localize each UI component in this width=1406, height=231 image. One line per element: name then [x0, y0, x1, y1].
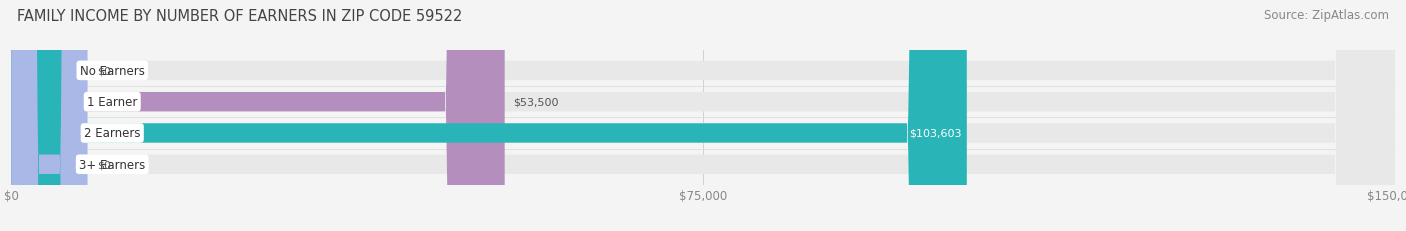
Text: $53,500: $53,500 — [513, 97, 558, 107]
Text: 1 Earner: 1 Earner — [87, 96, 138, 109]
FancyBboxPatch shape — [11, 0, 1395, 231]
FancyBboxPatch shape — [11, 0, 1395, 231]
Text: Source: ZipAtlas.com: Source: ZipAtlas.com — [1264, 9, 1389, 22]
Text: $103,603: $103,603 — [908, 128, 962, 138]
Text: $0: $0 — [97, 66, 111, 76]
Text: No Earners: No Earners — [80, 65, 145, 78]
FancyBboxPatch shape — [11, 0, 505, 231]
Text: 2 Earners: 2 Earners — [84, 127, 141, 140]
Text: $0: $0 — [97, 160, 111, 170]
Text: 3+ Earners: 3+ Earners — [79, 158, 145, 171]
FancyBboxPatch shape — [11, 0, 87, 231]
FancyBboxPatch shape — [11, 0, 1395, 231]
FancyBboxPatch shape — [11, 0, 1395, 231]
FancyBboxPatch shape — [11, 0, 967, 231]
FancyBboxPatch shape — [11, 0, 87, 231]
Text: FAMILY INCOME BY NUMBER OF EARNERS IN ZIP CODE 59522: FAMILY INCOME BY NUMBER OF EARNERS IN ZI… — [17, 9, 463, 24]
